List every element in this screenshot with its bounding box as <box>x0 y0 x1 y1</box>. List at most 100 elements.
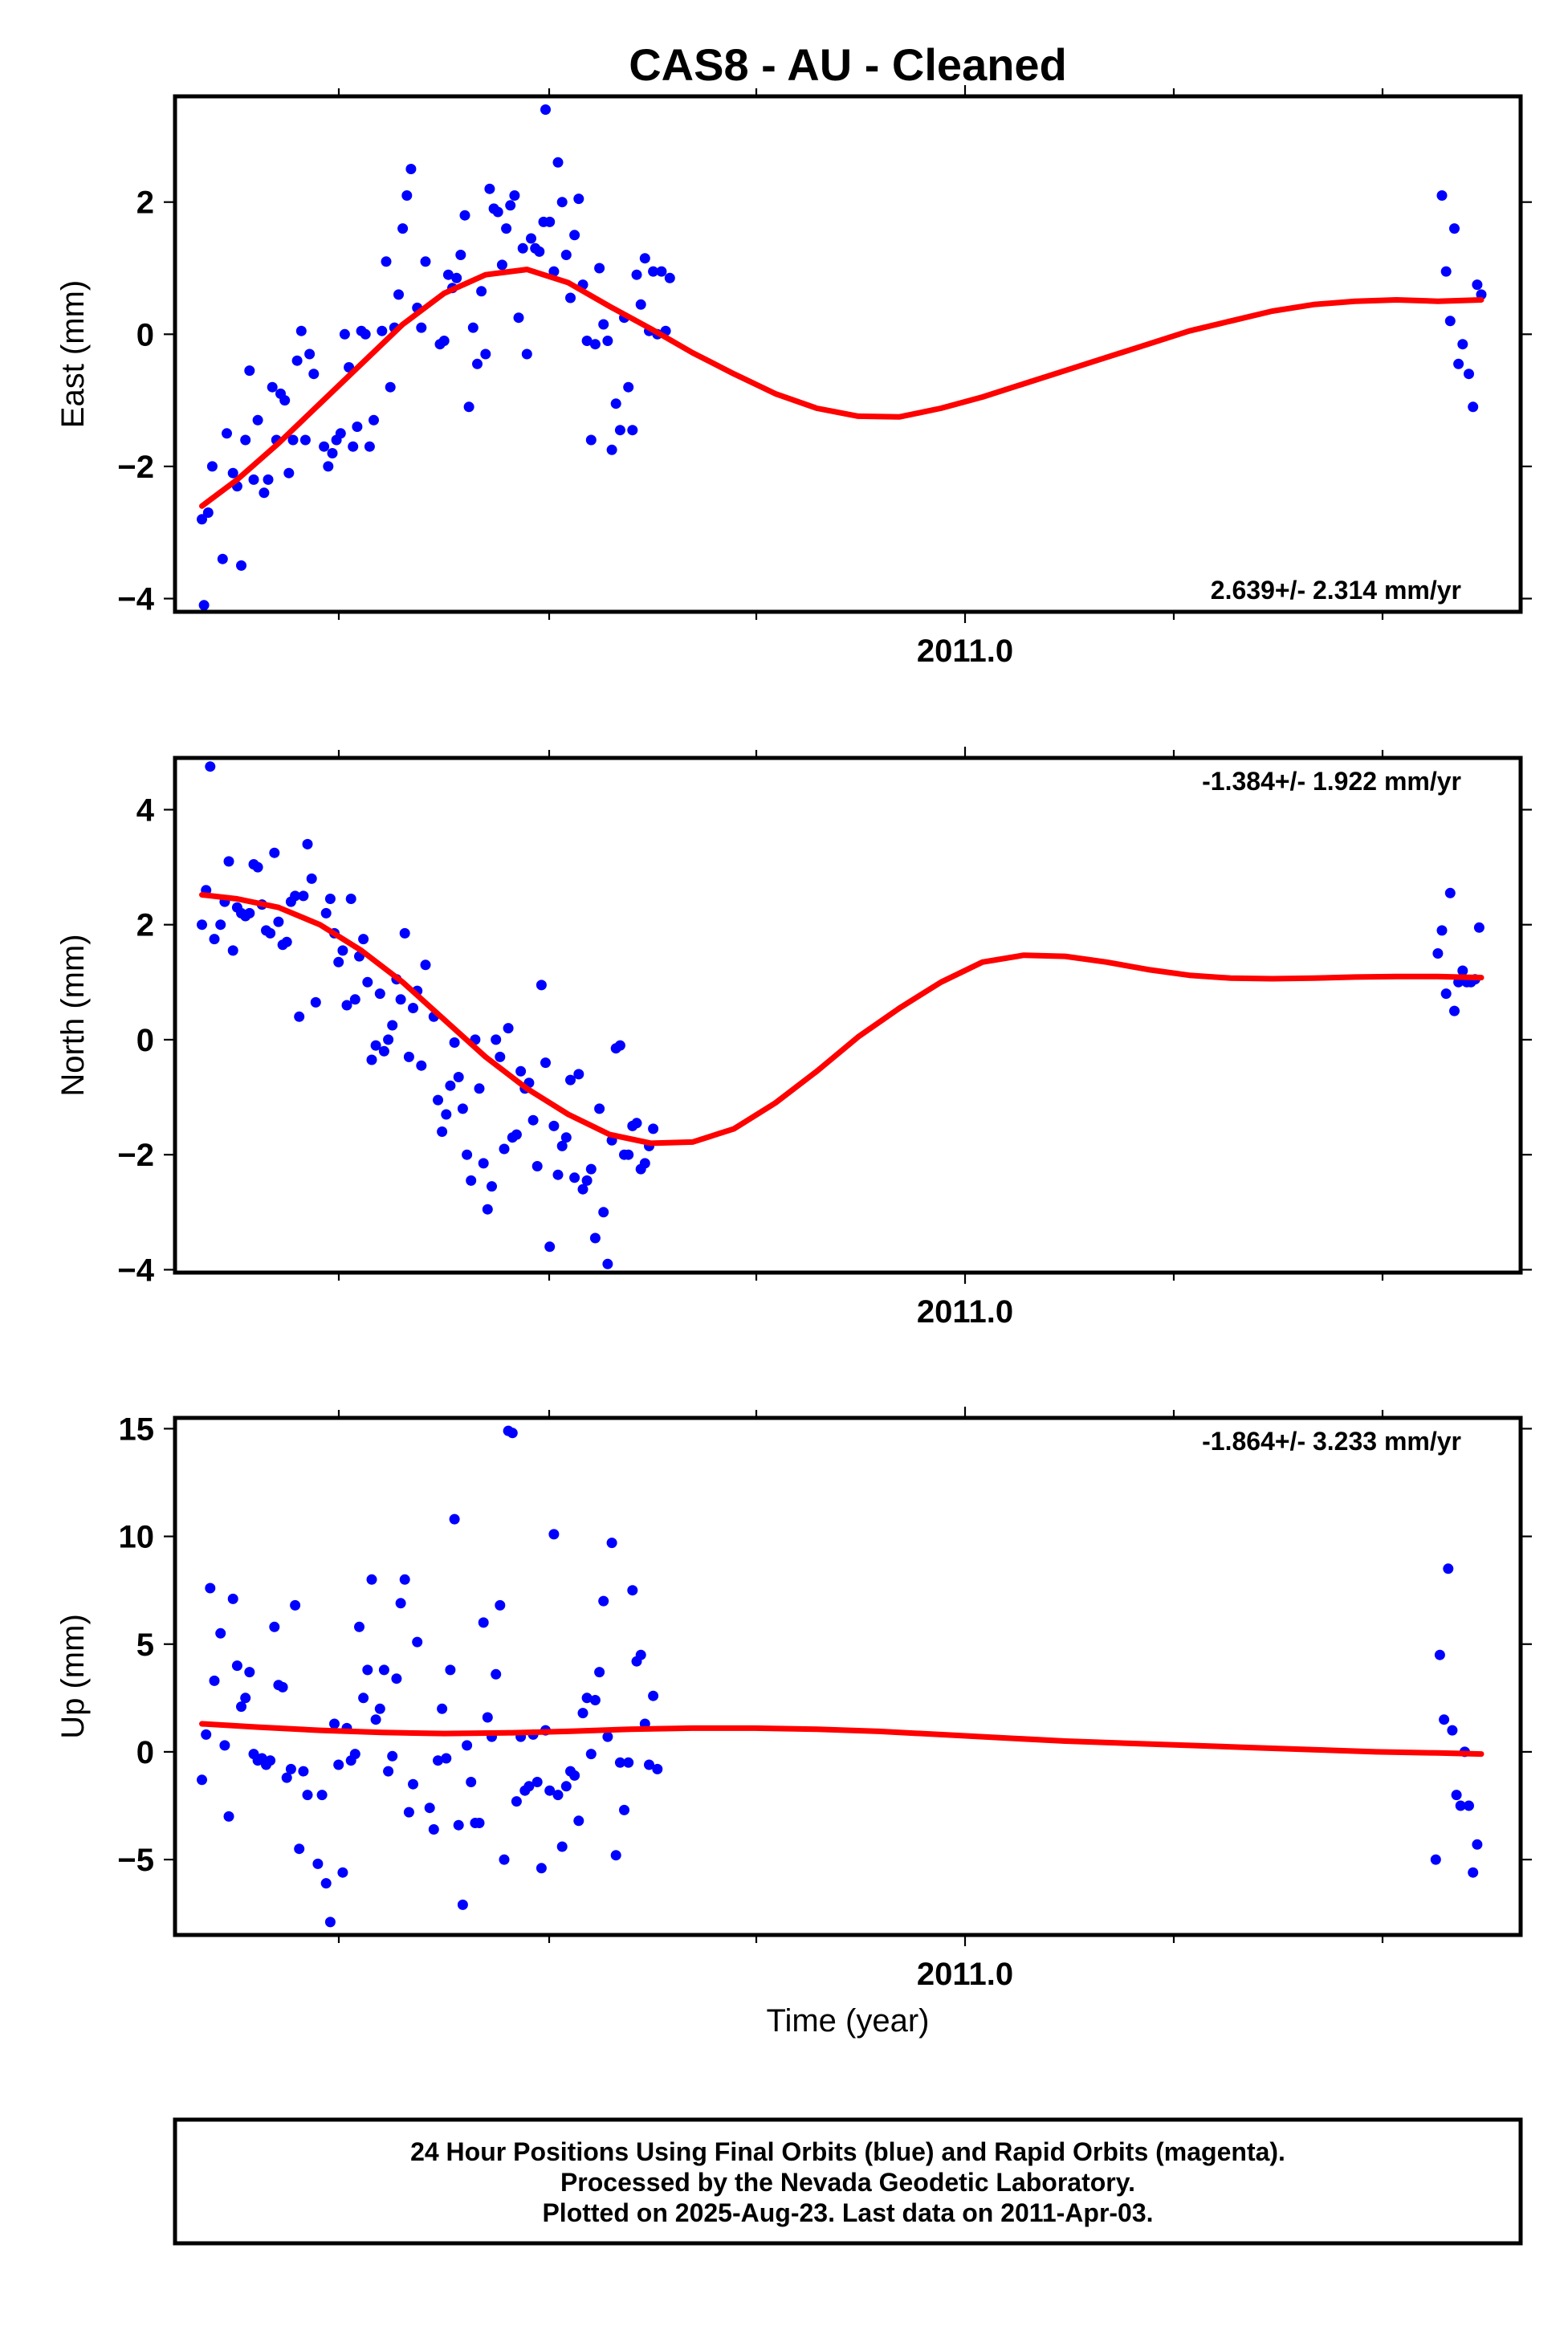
up-data-point <box>482 1712 493 1723</box>
east-data-point <box>648 266 659 277</box>
east-data-point <box>606 444 617 455</box>
north-data-point <box>1473 922 1485 933</box>
north-data-point <box>540 1057 551 1069</box>
east-data-point <box>1444 316 1456 327</box>
up-data-point <box>269 1621 280 1632</box>
up-rate-label: -1.864+/- 3.233 mm/yr <box>1202 1427 1461 1456</box>
up-data-point <box>424 1802 435 1814</box>
east-data-point <box>534 246 545 257</box>
north-data-point <box>395 994 406 1005</box>
north-data-point <box>366 1054 377 1065</box>
north-data-point <box>1432 948 1444 959</box>
north-data-point <box>598 1207 609 1218</box>
east-data-point <box>544 216 556 227</box>
east-data-point <box>222 428 232 439</box>
north-data-point <box>337 945 348 956</box>
north-data-point <box>536 980 547 991</box>
x-axis-label: Time (year) <box>767 2003 930 2039</box>
up-data-point <box>285 1763 296 1774</box>
up-data-point <box>577 1708 589 1719</box>
north-ytick-label: 0 <box>136 1023 154 1058</box>
up-data-point <box>1430 1854 1441 1865</box>
north-data-point <box>310 996 321 1008</box>
north-data-point <box>453 1072 464 1082</box>
north-data-point <box>265 927 276 939</box>
east-data-point <box>405 164 417 174</box>
east-data-point <box>287 434 299 446</box>
up-data-point <box>457 1899 468 1910</box>
east-data-point <box>442 269 454 280</box>
north-data-point <box>544 1241 556 1253</box>
up-data-point <box>227 1593 238 1604</box>
east-data-point <box>463 401 474 413</box>
north-data-point <box>511 1129 522 1140</box>
east-data-point <box>252 414 263 426</box>
up-data-point <box>302 1790 313 1801</box>
north-data-point <box>482 1204 493 1215</box>
east-data-point <box>319 441 330 452</box>
north-data-point <box>623 1149 634 1160</box>
east-data-point <box>480 348 491 360</box>
north-data-point <box>527 1114 539 1126</box>
north-rate-label: -1.384+/- 1.922 mm/yr <box>1202 767 1461 796</box>
up-data-point <box>619 1804 629 1815</box>
up-data-point <box>556 1841 568 1852</box>
up-data-point <box>1434 1649 1445 1660</box>
north-data-point <box>1449 1005 1460 1016</box>
east-data-point <box>304 348 316 360</box>
east-data-point <box>248 474 259 485</box>
up-data-point <box>569 1770 580 1781</box>
up-ytick-label: 0 <box>136 1735 154 1770</box>
north-data-point <box>437 1126 448 1137</box>
up-data-point <box>552 1790 564 1801</box>
north-panel: 4 2 0 −2 −4 2011.0 North (mm) -1.384+/- 1.922 m… <box>55 747 1532 1330</box>
north-data-point <box>223 856 234 867</box>
east-data-point <box>348 441 359 452</box>
up-data-point <box>354 1621 365 1632</box>
north-xtick-label: 2011.0 <box>917 1294 1013 1330</box>
up-data-point <box>1451 1790 1462 1801</box>
east-data-point <box>517 242 528 254</box>
east-data-point <box>581 336 593 346</box>
east-ytick-label: −2 <box>117 450 154 485</box>
east-data <box>197 104 1487 611</box>
up-data-point <box>548 1529 560 1540</box>
up-data-point <box>581 1693 593 1704</box>
up-data-point <box>294 1843 305 1855</box>
east-data-point <box>360 328 371 340</box>
up-data-point <box>544 1785 556 1796</box>
east-data-point <box>335 428 346 439</box>
north-data-point <box>594 1103 605 1114</box>
east-data-point <box>496 259 507 271</box>
up-data-point <box>560 1781 572 1792</box>
up-data-point <box>491 1668 502 1680</box>
north-data-point <box>462 1149 473 1160</box>
up-data-point <box>598 1595 609 1607</box>
east-data-point <box>308 369 320 380</box>
east-data-point <box>291 355 303 366</box>
up-ytick-label: 15 <box>119 1411 155 1447</box>
north-data-point <box>548 1120 560 1131</box>
north-data-point <box>273 916 284 927</box>
north-data-point <box>499 1143 510 1155</box>
east-data-point <box>197 514 207 525</box>
up-data-point <box>511 1796 522 1807</box>
up-data-point <box>231 1660 242 1672</box>
up-data-point <box>408 1778 418 1790</box>
east-data-point <box>552 157 564 168</box>
north-data-point <box>639 1158 650 1169</box>
up-data-point <box>366 1574 377 1585</box>
east-data-point <box>240 434 251 446</box>
east-fit-line <box>199 267 1485 509</box>
north-plot-frame <box>173 756 1523 1275</box>
up-data-point <box>614 1757 625 1768</box>
north-data-point <box>215 919 226 931</box>
east-data-point <box>339 328 350 340</box>
up-data-point <box>478 1617 489 1628</box>
north-data-point <box>487 1181 497 1192</box>
north-data-point <box>1436 925 1448 936</box>
east-data-point <box>639 253 650 264</box>
east-data-point <box>656 266 667 277</box>
east-data-point <box>585 434 597 446</box>
up-data-point <box>399 1574 410 1585</box>
